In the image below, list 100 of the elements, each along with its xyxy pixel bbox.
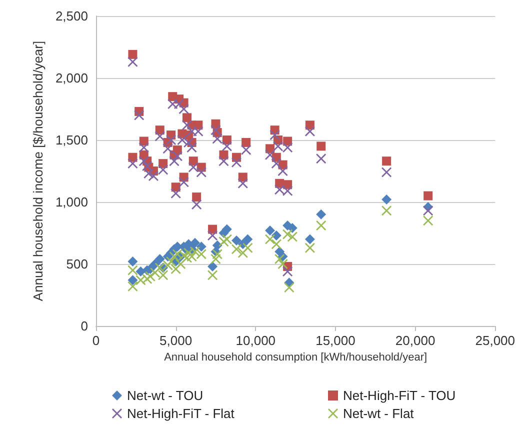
point	[128, 56, 138, 67]
point	[208, 270, 218, 280]
point	[148, 170, 158, 181]
x-tick-label: 15,000	[316, 333, 356, 348]
point	[316, 142, 326, 151]
point	[423, 206, 434, 216]
point	[134, 110, 144, 120]
point	[222, 141, 232, 152]
x-axis-title: Annual household consumption [kWh/household/year]	[164, 351, 428, 364]
point	[282, 186, 293, 196]
point	[304, 126, 315, 136]
point	[196, 242, 206, 252]
point	[154, 262, 165, 273]
point	[382, 194, 392, 205]
point	[128, 281, 138, 292]
point	[423, 216, 434, 226]
point	[162, 144, 173, 154]
point	[212, 240, 222, 250]
point	[128, 50, 138, 59]
point	[282, 266, 293, 276]
point	[282, 142, 293, 152]
y-tick-label: 500	[66, 256, 88, 272]
point	[208, 261, 218, 272]
point	[193, 126, 204, 136]
point	[382, 167, 392, 178]
point	[188, 162, 198, 172]
point	[128, 256, 138, 267]
point	[182, 120, 192, 130]
point	[128, 275, 138, 286]
y-tick-label: 1,500	[55, 132, 88, 148]
legend-label: Net-wt - Flat	[343, 406, 414, 421]
point	[424, 191, 433, 200]
point	[265, 150, 276, 160]
point	[316, 154, 326, 164]
point	[222, 224, 232, 234]
x-tick-label: 0	[92, 333, 100, 348]
point	[190, 238, 200, 248]
x-tick-label: 5,000	[160, 333, 192, 348]
point	[218, 156, 229, 166]
point	[271, 158, 282, 169]
point	[304, 242, 315, 253]
point	[158, 164, 168, 175]
point	[238, 178, 248, 188]
point	[270, 130, 280, 140]
point	[154, 131, 165, 142]
point	[166, 135, 176, 145]
point	[271, 230, 282, 240]
point	[192, 192, 202, 202]
point	[284, 282, 294, 293]
point	[178, 104, 189, 114]
point	[242, 242, 253, 253]
legend-label: Net-wt - TOU	[127, 388, 204, 403]
point	[231, 244, 242, 254]
point	[316, 220, 326, 231]
point	[208, 230, 218, 240]
point	[138, 142, 149, 152]
point	[242, 138, 251, 147]
y-tick-label: 1,000	[55, 194, 88, 210]
point	[271, 239, 282, 250]
point	[196, 167, 206, 178]
point	[265, 234, 276, 244]
point	[287, 232, 298, 242]
point	[273, 141, 283, 152]
point	[128, 158, 138, 169]
point	[186, 142, 197, 152]
x-tick-label: 10,000	[236, 333, 276, 348]
point	[154, 254, 165, 264]
point	[196, 249, 206, 260]
point	[287, 223, 298, 234]
point	[242, 234, 253, 244]
legend-label: Net-High-FiT - TOU	[343, 388, 456, 403]
x-tick-label: 20,000	[395, 333, 436, 348]
point	[177, 135, 188, 145]
point	[212, 134, 222, 144]
point	[212, 249, 222, 260]
point	[170, 188, 181, 198]
point	[241, 144, 252, 155]
point	[382, 206, 392, 216]
point	[304, 234, 315, 244]
y-tick-label: 2,500	[55, 8, 88, 24]
point	[158, 270, 168, 280]
point	[178, 177, 189, 188]
point	[231, 157, 242, 168]
point	[192, 199, 202, 210]
y-tick-label: 2,000	[55, 70, 88, 86]
point	[274, 184, 285, 195]
point	[222, 234, 232, 244]
legend-label: Net-High-FiT - Flat	[127, 406, 235, 421]
point	[265, 226, 276, 236]
point	[231, 235, 242, 246]
point	[316, 209, 326, 220]
point	[190, 246, 200, 257]
point	[382, 156, 392, 166]
y-axis-title: Annual household income [$/household/year]	[30, 40, 46, 302]
point	[172, 151, 182, 162]
y-tick-label: 0	[80, 318, 88, 334]
x-tick-label: 25,000	[475, 333, 515, 348]
point	[210, 125, 221, 136]
point	[128, 265, 138, 276]
point	[278, 259, 288, 269]
